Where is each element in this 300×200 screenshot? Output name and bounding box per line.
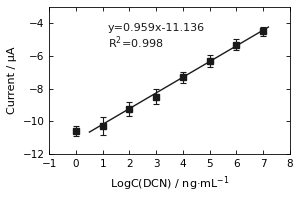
Y-axis label: Current / μA: Current / μA [7,47,17,114]
X-axis label: LogC(DCN) / ng·mL$^{-1}$: LogC(DCN) / ng·mL$^{-1}$ [110,174,229,193]
Text: y=0.959x-11.136: y=0.959x-11.136 [108,23,205,33]
Text: R$^2$=0.998: R$^2$=0.998 [108,35,164,51]
